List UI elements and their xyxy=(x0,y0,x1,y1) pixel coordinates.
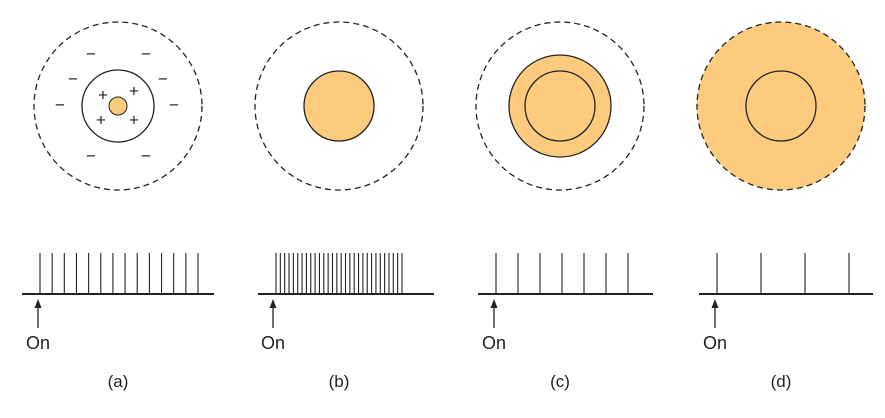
panel-c-center-boundary xyxy=(524,70,596,142)
surround-sign-minus: − xyxy=(68,69,78,88)
center-sign-plus: + xyxy=(96,110,106,129)
panel-a-center-boundary xyxy=(81,69,155,143)
surround-sign-minus: − xyxy=(86,146,96,165)
panel-a-light-spot xyxy=(108,96,128,116)
panel-a-spikes xyxy=(39,253,199,294)
panel-d-spikes xyxy=(716,253,850,294)
panel-c-spikes xyxy=(495,253,629,294)
panel-b-on-label: On xyxy=(261,333,285,353)
panel-b: On (b) xyxy=(254,21,434,391)
panel-c-on-label: On xyxy=(482,333,506,353)
panel-c: On (c) xyxy=(475,21,653,391)
panel-a-on-arrow-head xyxy=(34,299,42,308)
panel-a: + + + + − − − − − − − − On (a) xyxy=(22,21,214,391)
surround-sign-minus: − xyxy=(86,44,96,63)
panel-c-caption: (c) xyxy=(550,372,570,391)
panel-a-on-label: On xyxy=(26,333,50,353)
panel-b-caption: (b) xyxy=(329,372,350,391)
panel-b-surround-boundary xyxy=(254,21,424,191)
panel-d-caption: (d) xyxy=(771,372,792,391)
panel-b-on-arrow-head xyxy=(269,299,277,308)
surround-sign-minus: − xyxy=(55,95,65,114)
panel-a-caption: (a) xyxy=(108,372,129,391)
surround-sign-minus: − xyxy=(141,44,151,63)
surround-sign-minus: − xyxy=(169,95,179,114)
panel-c-light-spot xyxy=(508,54,612,158)
panel-b-light-spot xyxy=(303,70,375,142)
center-sign-plus: + xyxy=(98,85,108,104)
panel-d-center-boundary xyxy=(745,70,817,142)
panel-d-on-arrow-head xyxy=(711,299,719,308)
panel-a-surround-boundary xyxy=(33,21,203,191)
center-sign-plus: + xyxy=(129,110,139,129)
panel-b-spikes xyxy=(275,253,403,294)
surround-sign-minus: − xyxy=(141,146,151,165)
panel-c-surround-boundary xyxy=(475,21,645,191)
panel-d-on-label: On xyxy=(703,333,727,353)
panel-c-on-arrow-head xyxy=(490,299,498,308)
panel-d-light-field xyxy=(696,21,866,191)
center-sign-plus: + xyxy=(129,81,139,100)
panel-d: On (d) xyxy=(696,21,873,391)
surround-sign-minus: − xyxy=(158,69,168,88)
